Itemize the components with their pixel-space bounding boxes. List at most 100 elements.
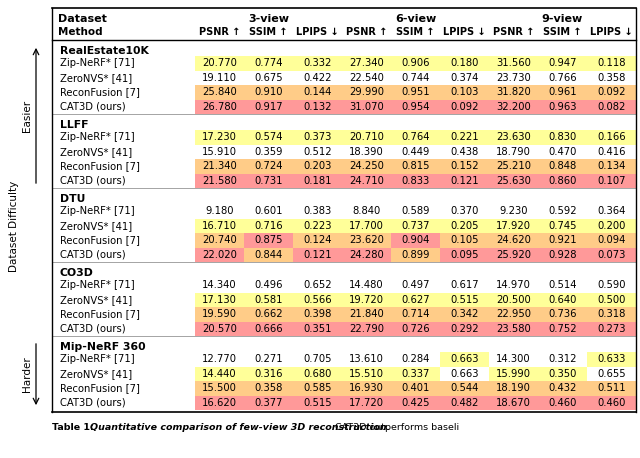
Text: 0.766: 0.766 <box>548 73 577 83</box>
Text: 20.740: 20.740 <box>202 235 237 245</box>
Text: 0.736: 0.736 <box>548 309 577 319</box>
Text: 15.500: 15.500 <box>202 383 237 393</box>
Text: 0.744: 0.744 <box>401 73 429 83</box>
Text: 0.374: 0.374 <box>451 73 479 83</box>
Bar <box>538 130 586 145</box>
Bar <box>538 99 586 114</box>
Text: 16.620: 16.620 <box>202 398 237 408</box>
Bar <box>490 85 538 99</box>
Text: Zip-NeRF* [71]: Zip-NeRF* [71] <box>60 58 134 68</box>
Bar <box>342 247 390 262</box>
Text: 24.620: 24.620 <box>496 235 531 245</box>
Text: 0.152: 0.152 <box>450 161 479 171</box>
Text: 0.633: 0.633 <box>597 354 626 364</box>
Bar <box>588 352 636 366</box>
Bar <box>294 322 342 336</box>
Text: 0.590: 0.590 <box>597 280 626 290</box>
Bar <box>294 233 342 247</box>
Text: ZeroNVS* [41]: ZeroNVS* [41] <box>60 147 132 157</box>
Text: 23.630: 23.630 <box>496 132 531 142</box>
Text: 16.930: 16.930 <box>349 383 384 393</box>
Text: LPIPS ↓: LPIPS ↓ <box>443 27 486 37</box>
Text: 0.617: 0.617 <box>450 280 479 290</box>
Text: Table 1:: Table 1: <box>52 424 97 432</box>
Text: 0.716: 0.716 <box>254 221 283 231</box>
Text: 0.205: 0.205 <box>451 221 479 231</box>
Text: 0.954: 0.954 <box>401 102 429 112</box>
Text: 0.316: 0.316 <box>254 369 283 379</box>
Bar <box>195 381 243 396</box>
Text: 20.710: 20.710 <box>349 132 384 142</box>
Text: 0.589: 0.589 <box>401 206 429 216</box>
Bar <box>392 159 440 174</box>
Text: 9.180: 9.180 <box>205 206 234 216</box>
Bar <box>440 85 488 99</box>
Text: Zip-NeRF* [71]: Zip-NeRF* [71] <box>60 280 134 290</box>
Text: PSNR ↑: PSNR ↑ <box>493 27 534 37</box>
Bar <box>588 218 636 233</box>
Text: 24.280: 24.280 <box>349 250 384 260</box>
Text: 15.510: 15.510 <box>349 369 384 379</box>
Text: Quantitative comparison of few-view 3D reconstruction.: Quantitative comparison of few-view 3D r… <box>90 424 390 432</box>
Bar <box>244 307 292 322</box>
Bar <box>588 174 636 188</box>
Text: Dataset Difficulty: Dataset Difficulty <box>9 181 19 272</box>
Bar <box>195 130 243 145</box>
Text: ZeroNVS* [41]: ZeroNVS* [41] <box>60 369 132 379</box>
Bar <box>195 56 243 71</box>
Text: 0.910: 0.910 <box>254 87 283 97</box>
Text: 0.585: 0.585 <box>303 383 332 393</box>
Text: 0.134: 0.134 <box>597 161 626 171</box>
Text: 19.720: 19.720 <box>349 295 384 305</box>
Text: 0.574: 0.574 <box>254 132 283 142</box>
Text: 29.990: 29.990 <box>349 87 384 97</box>
Bar <box>538 159 586 174</box>
Text: 27.340: 27.340 <box>349 58 384 68</box>
Bar <box>195 293 243 307</box>
Text: 0.318: 0.318 <box>597 309 626 319</box>
Text: 22.020: 22.020 <box>202 250 237 260</box>
Text: 0.144: 0.144 <box>303 87 332 97</box>
Text: 0.860: 0.860 <box>548 176 577 186</box>
Text: ZeroNVS* [41]: ZeroNVS* [41] <box>60 295 132 305</box>
Bar <box>392 218 440 233</box>
Text: ReconFusion [7]: ReconFusion [7] <box>60 383 140 393</box>
Text: 0.351: 0.351 <box>303 324 332 334</box>
Text: 0.432: 0.432 <box>548 383 577 393</box>
Bar <box>588 99 636 114</box>
Bar <box>294 247 342 262</box>
Text: Easier: Easier <box>22 99 32 131</box>
Text: 0.350: 0.350 <box>548 369 577 379</box>
Text: 0.906: 0.906 <box>401 58 429 68</box>
Bar <box>294 85 342 99</box>
Bar <box>440 381 488 396</box>
Bar <box>342 85 390 99</box>
Text: CAT3D (ours): CAT3D (ours) <box>60 102 125 112</box>
Text: 0.200: 0.200 <box>597 221 626 231</box>
Text: 0.544: 0.544 <box>451 383 479 393</box>
Bar <box>490 56 538 71</box>
Text: 0.724: 0.724 <box>254 161 283 171</box>
Text: 20.570: 20.570 <box>202 324 237 334</box>
Text: 0.731: 0.731 <box>254 176 283 186</box>
Bar <box>294 366 342 381</box>
Text: 18.790: 18.790 <box>496 147 531 157</box>
Bar <box>588 396 636 410</box>
Text: 0.203: 0.203 <box>303 161 332 171</box>
Bar <box>440 99 488 114</box>
Bar <box>538 247 586 262</box>
Bar <box>195 233 243 247</box>
Bar <box>392 381 440 396</box>
Bar <box>538 233 586 247</box>
Text: Zip-NeRF* [71]: Zip-NeRF* [71] <box>60 132 134 142</box>
Text: 0.655: 0.655 <box>597 369 626 379</box>
Text: 0.815: 0.815 <box>401 161 429 171</box>
Text: 0.662: 0.662 <box>254 309 283 319</box>
Text: 23.730: 23.730 <box>496 73 531 83</box>
Text: 0.627: 0.627 <box>401 295 430 305</box>
Bar <box>490 322 538 336</box>
Text: 0.358: 0.358 <box>254 383 283 393</box>
Bar <box>244 233 292 247</box>
Bar <box>490 396 538 410</box>
Bar <box>294 130 342 145</box>
